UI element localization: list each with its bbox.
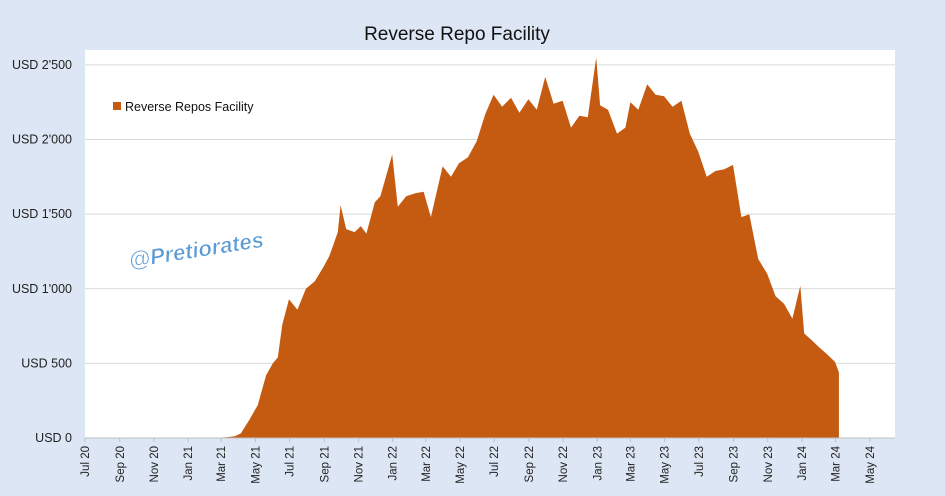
x-tick-label: Jan 24 <box>797 445 809 480</box>
x-tick-label: Sep 21 <box>319 446 331 482</box>
x-axis: Jul 20 Sep 20 Nov 20 Jan 21 Mar 21 May 21 Jul … <box>80 438 877 484</box>
x-tick-label: Jul 20 <box>80 446 92 477</box>
x-tick-label: May 23 <box>660 446 672 484</box>
x-tick-label: May 21 <box>250 446 262 484</box>
y-tick-label: USD 2'500 <box>12 58 72 72</box>
x-tick-label: Jan 21 <box>183 446 195 481</box>
x-tick-label: Jul 23 <box>694 446 706 477</box>
legend-label: Reverse Repos Facility <box>125 100 254 114</box>
x-tick-label: Nov 21 <box>354 446 366 482</box>
y-tick-label: USD 0 <box>35 431 72 445</box>
x-tick-label: Jan 22 <box>388 446 400 481</box>
series-area-reverse-repos <box>85 57 839 438</box>
x-tick-label: Mar 23 <box>625 446 637 482</box>
x-tick-label: Jul 22 <box>489 446 501 477</box>
x-tick-label: May 24 <box>865 445 877 483</box>
x-tick-label: Nov 20 <box>149 446 161 482</box>
x-tick-label: Nov 22 <box>558 446 570 482</box>
x-tick-label: Sep 23 <box>729 446 741 482</box>
y-tick-label: USD 1'000 <box>12 282 72 296</box>
x-tick-label: Nov 23 <box>763 446 775 482</box>
x-tick-label: Mar 21 <box>216 446 228 482</box>
x-tick-label: Jul 21 <box>285 446 297 477</box>
y-tick-label: USD 1'500 <box>12 207 72 221</box>
x-tick-label: Mar 24 <box>831 445 843 481</box>
y-axis: USD 0 USD 500 USD 1'000 USD 1'500 USD 2'000 U… <box>12 58 72 445</box>
y-tick-label: USD 500 <box>21 356 72 370</box>
x-tick-label: Sep 22 <box>524 446 536 482</box>
x-tick-label: Jan 23 <box>592 446 604 481</box>
legend: Reverse Repos Facility <box>113 100 254 114</box>
x-tick-label: May 22 <box>455 446 467 484</box>
x-tick-label: Sep 20 <box>115 446 127 482</box>
x-tick-label: Mar 22 <box>421 446 433 482</box>
legend-swatch <box>113 102 121 110</box>
chart-title: Reverse Repo Facility <box>364 24 550 45</box>
y-tick-label: USD 2'000 <box>12 133 72 147</box>
